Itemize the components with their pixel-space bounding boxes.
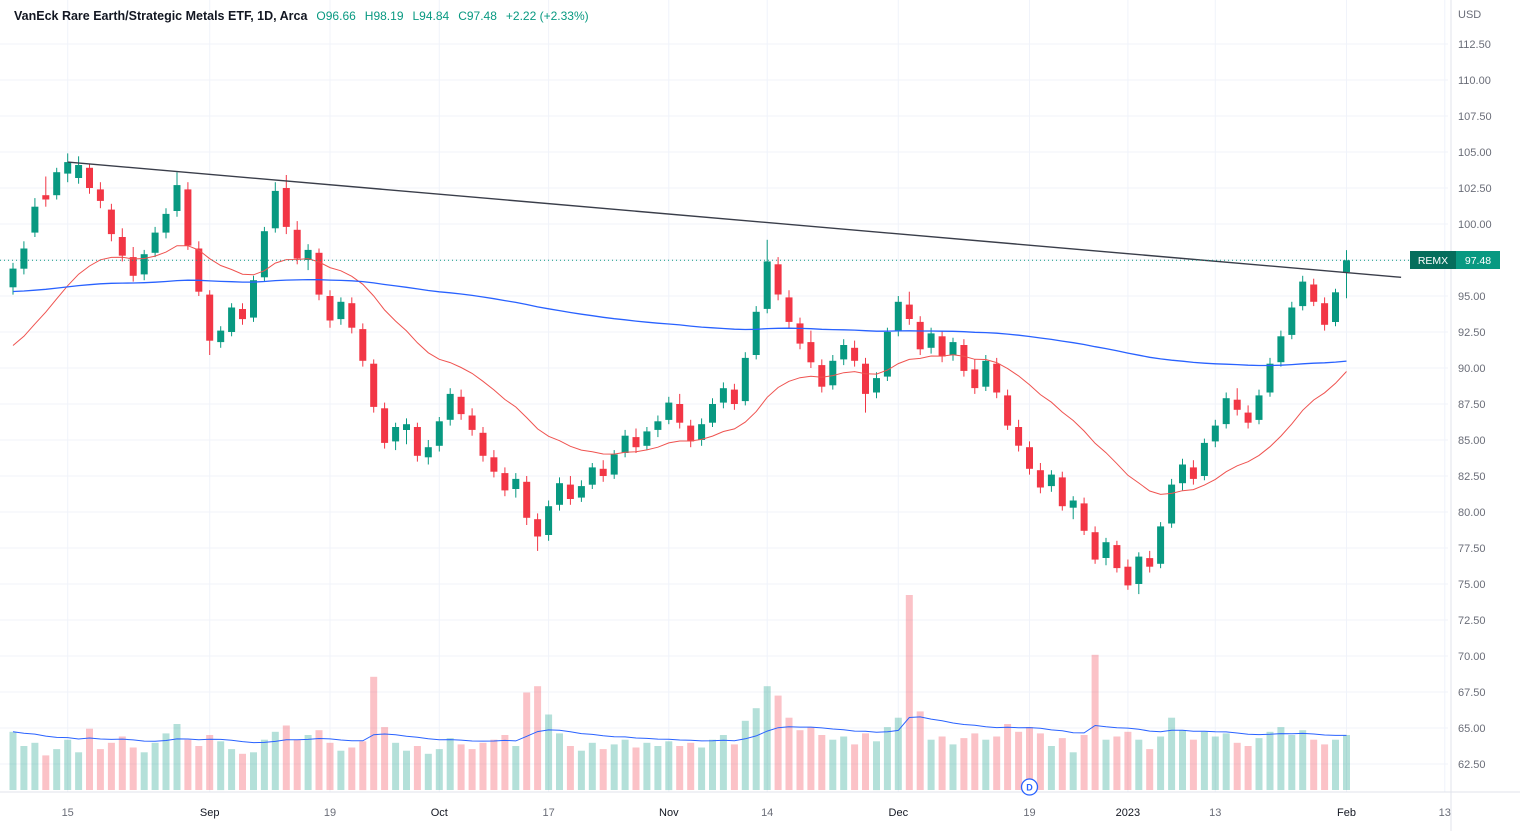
svg-text:Feb: Feb xyxy=(1337,807,1356,819)
ma-fast-red-line xyxy=(12,245,1347,495)
svg-text:19: 19 xyxy=(1023,807,1035,819)
ohlc-change: +2.22 (+2.33%) xyxy=(505,9,589,23)
svg-text:97.48: 97.48 xyxy=(1465,255,1491,267)
ohlc-open: O96.66 xyxy=(316,9,356,23)
svg-text:75.00: 75.00 xyxy=(1458,579,1486,591)
svg-text:90.00: 90.00 xyxy=(1458,363,1486,375)
svg-text:77.50: 77.50 xyxy=(1458,543,1486,555)
svg-text:67.50: 67.50 xyxy=(1458,687,1486,699)
ohlc-high: H98.19 xyxy=(364,9,404,23)
svg-text:110.00: 110.00 xyxy=(1458,75,1491,87)
svg-text:Oct: Oct xyxy=(431,807,448,819)
trendline[interactable] xyxy=(67,161,1402,278)
svg-text:17: 17 xyxy=(542,807,554,819)
svg-text:92.50: 92.50 xyxy=(1458,327,1486,339)
svg-text:19: 19 xyxy=(324,807,336,819)
ohlc-low: L94.84 xyxy=(412,9,450,23)
svg-text:105.00: 105.00 xyxy=(1458,147,1492,159)
svg-text:Nov: Nov xyxy=(659,807,679,819)
svg-text:95.00: 95.00 xyxy=(1458,291,1486,303)
svg-text:14: 14 xyxy=(761,807,773,819)
svg-text:82.50: 82.50 xyxy=(1458,471,1486,483)
candles xyxy=(9,153,1350,595)
dividend-marker[interactable]: D xyxy=(1020,778,1039,796)
ohlc-close: C97.48 xyxy=(458,9,497,23)
ma-slow-blue-line xyxy=(12,278,1347,367)
svg-text:13: 13 xyxy=(1209,807,1221,819)
svg-text:USD: USD xyxy=(1458,9,1481,21)
svg-text:70.00: 70.00 xyxy=(1458,651,1486,663)
svg-text:112.50: 112.50 xyxy=(1458,39,1491,51)
svg-text:80.00: 80.00 xyxy=(1458,507,1486,519)
svg-text:100.00: 100.00 xyxy=(1458,219,1492,231)
svg-text:D: D xyxy=(1026,783,1033,793)
price-axis[interactable]: USD 112.50 110.00 107.50 105.00 102.50 100.00 9… xyxy=(1458,9,1492,771)
symbol-title[interactable]: VanEck Rare Earth/Strategic Metals ETF, … xyxy=(14,9,308,23)
svg-text:15: 15 xyxy=(62,807,74,819)
svg-text:87.50: 87.50 xyxy=(1458,399,1486,411)
svg-text:85.00: 85.00 xyxy=(1458,435,1486,447)
svg-text:REMX: REMX xyxy=(1418,255,1448,267)
svg-text:107.50: 107.50 xyxy=(1458,111,1492,123)
svg-text:102.50: 102.50 xyxy=(1458,183,1492,195)
svg-text:65.00: 65.00 xyxy=(1458,723,1486,735)
volume-bars xyxy=(9,595,1350,791)
svg-text:13: 13 xyxy=(1439,807,1451,819)
svg-text:Sep: Sep xyxy=(200,807,220,819)
svg-text:62.50: 62.50 xyxy=(1458,759,1486,771)
legend: VanEck Rare Earth/Strategic Metals ETF, … xyxy=(14,9,589,23)
price-label: REMX 97.48 xyxy=(1410,251,1500,269)
svg-text:Dec: Dec xyxy=(889,807,909,819)
volume-ma-line xyxy=(12,716,1347,744)
time-axis[interactable]: 15 Sep 19 Oct 17 Nov 14 Dec 19 2023 13 Feb 13 xyxy=(62,807,1451,819)
svg-text:72.50: 72.50 xyxy=(1458,615,1486,627)
svg-text:2023: 2023 xyxy=(1116,807,1140,819)
